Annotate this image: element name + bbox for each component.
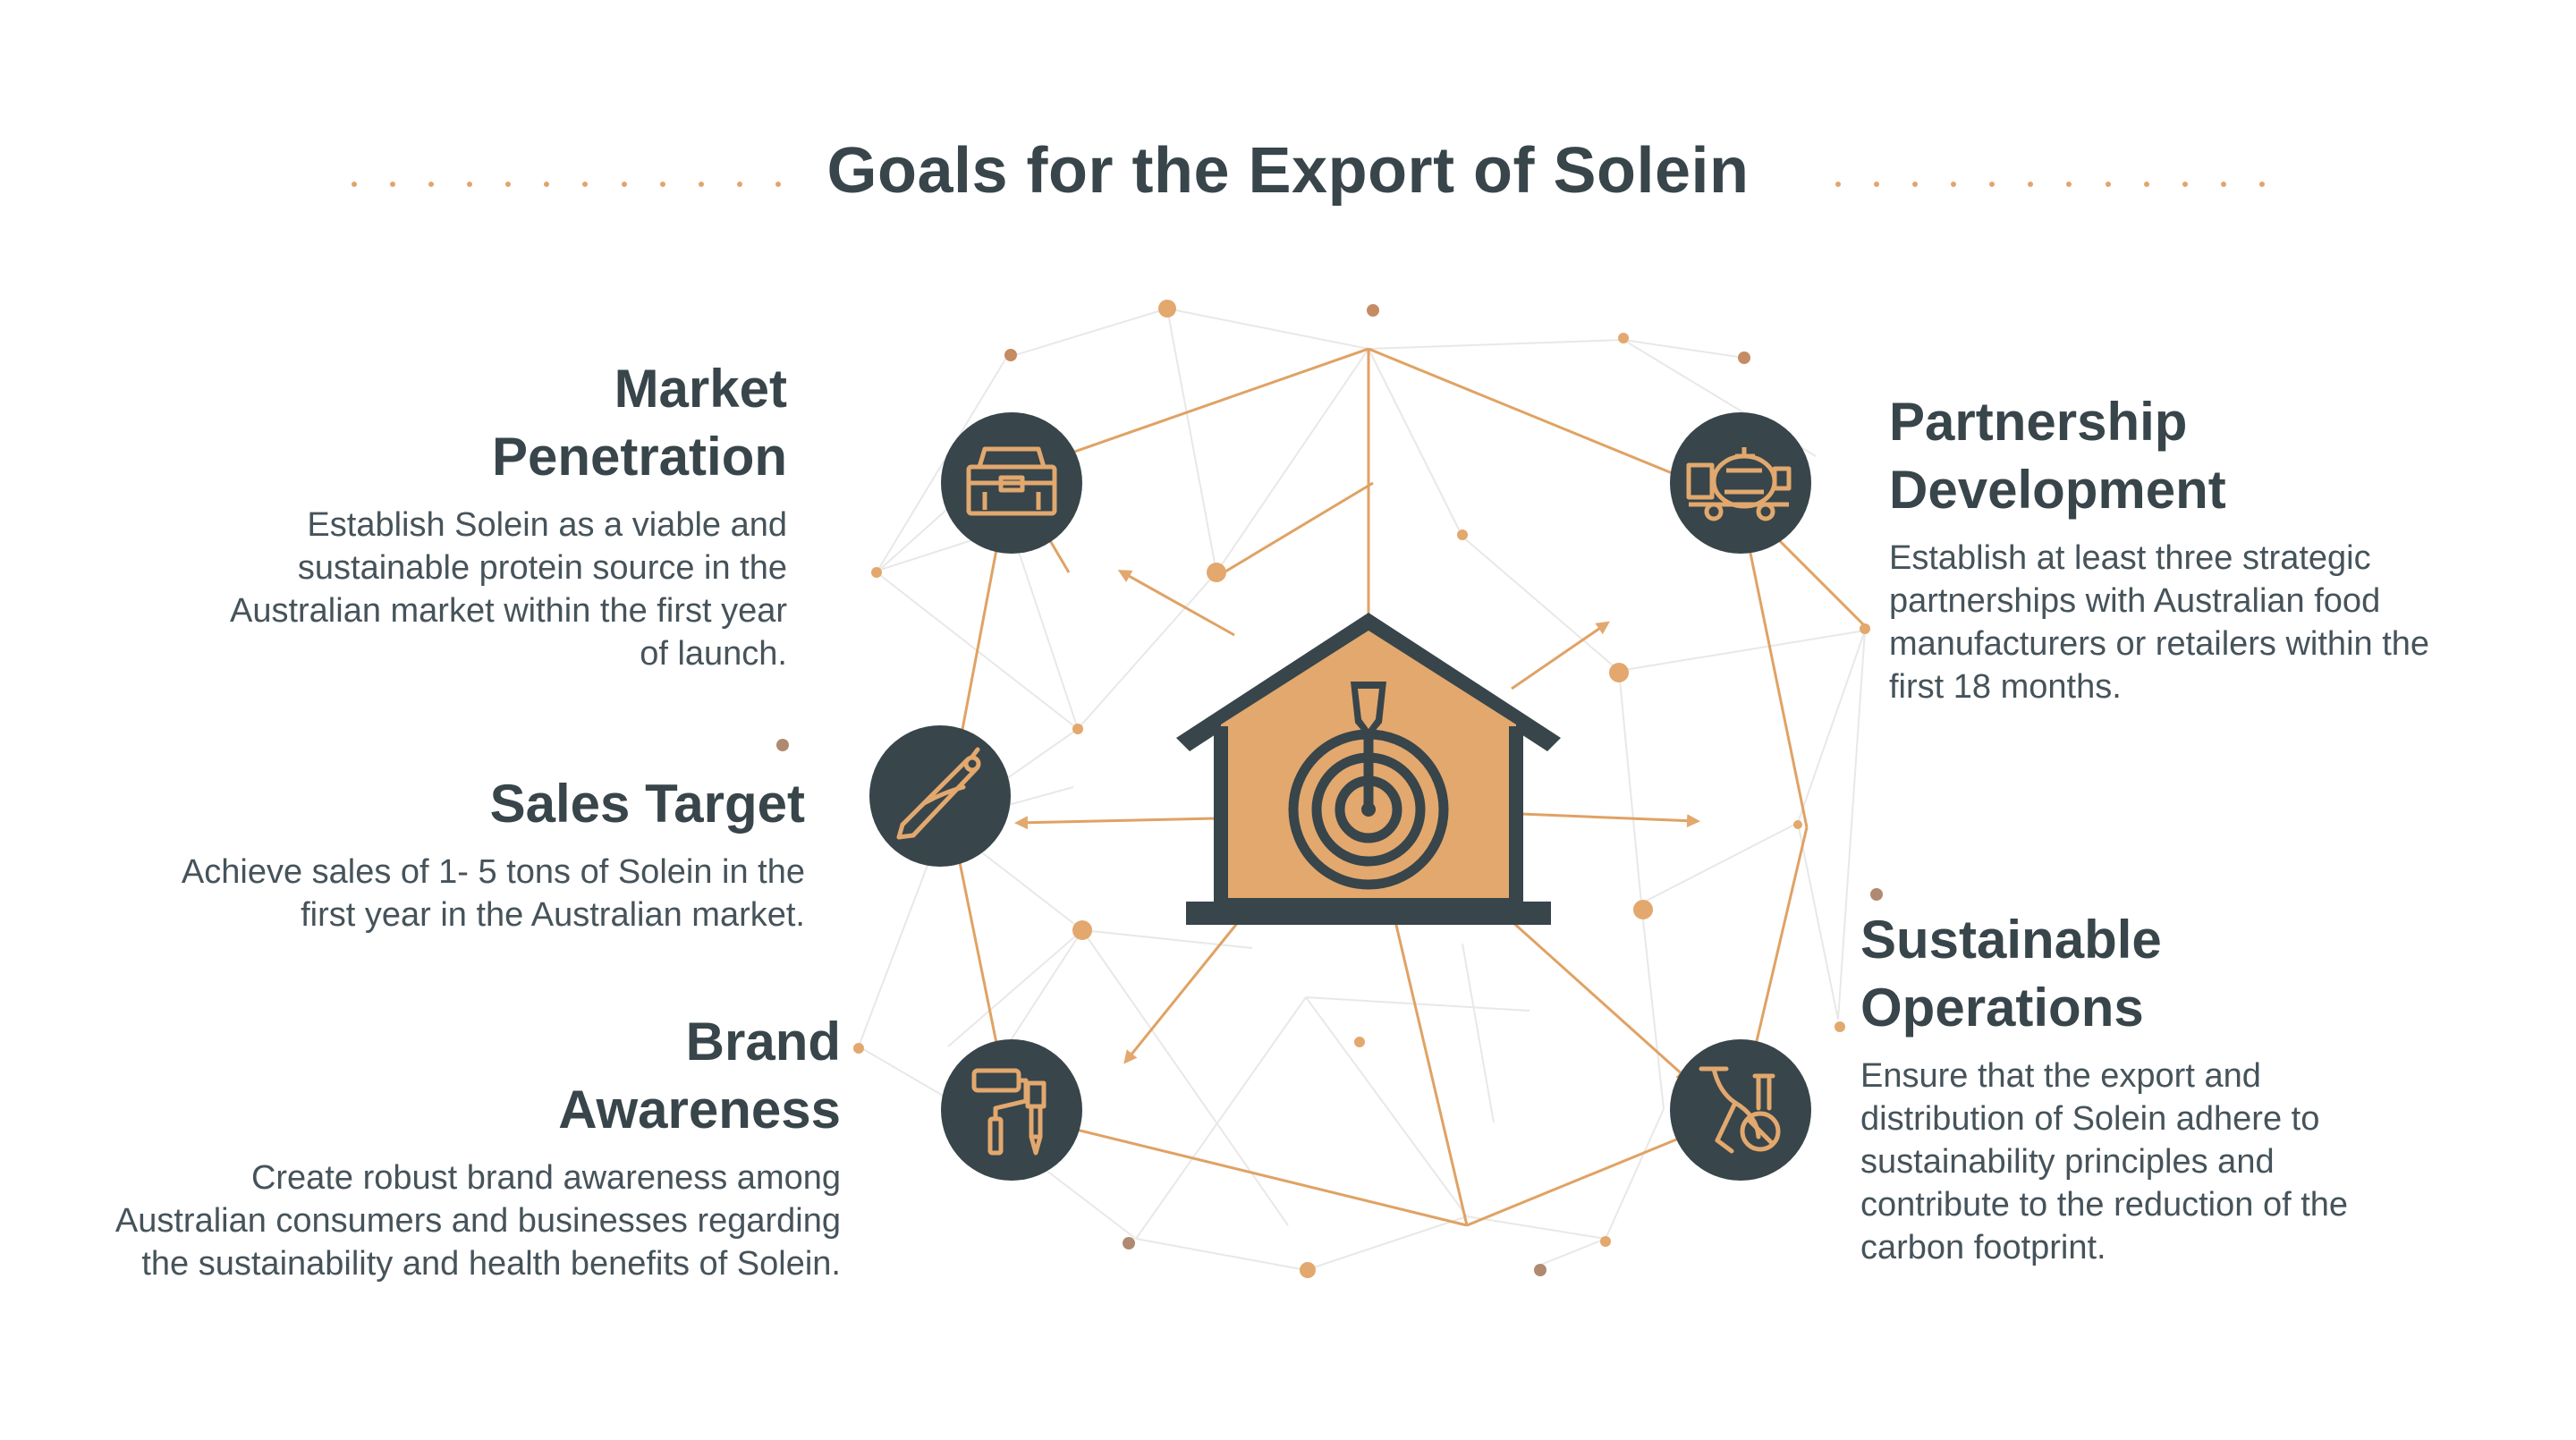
title-rule-right [1835,182,2265,189]
goal-title-line: Penetration [491,427,787,487]
goal-brand-awareness: Brand Awareness Create robust brand awar… [72,1008,841,1285]
goal-title: Market Penetration [107,355,787,491]
goal-partnership-development: Partnership Development Establish at lea… [1889,388,2515,708]
goal-title-line: Operations [1860,978,2144,1038]
goal-title-line: Development [1889,460,2226,520]
goal-title-line: Brand [685,1012,841,1072]
network-nodes [776,300,1883,1278]
goal-title: Sustainable Operations [1860,906,2504,1042]
goal-title-line: Market [614,359,787,419]
house-target-icon [1176,613,1561,925]
goal-description: Achieve sales of 1- 5 tons of Solein in … [181,853,805,934]
goal-title: Brand Awareness [72,1008,841,1144]
page-title: Goals for the Export of Solein [826,135,1750,207]
paint-roller-brush-icon [941,1039,1082,1181]
goal-description: Ensure that the export and distribution … [1860,1057,2349,1266]
cement-mixer-icon [1670,412,1811,554]
goal-sustainable-operations: Sustainable Operations Ensure that the e… [1860,906,2504,1269]
drafting-compass-icon [869,725,1011,867]
goal-title-line: Partnership [1889,392,2188,452]
goal-title-line: Sustainable [1860,910,2162,970]
hub-arrows [1014,570,1700,1082]
goal-description: Create robust brand awareness among Aust… [114,1159,841,1283]
goal-market-penetration: Market Penetration Establish Solein as a… [107,355,787,675]
wheelbarrow-icon [1670,1039,1811,1181]
goal-description: Establish Solein as a viable and sustain… [229,506,787,673]
title-rule-left [352,182,781,189]
toolbox-icon [941,412,1082,554]
goal-title: Sales Target [89,770,805,838]
goal-title: Partnership Development [1889,388,2515,524]
goal-title-line: Awareness [558,1080,841,1139]
goal-title-line: Sales Target [489,774,805,834]
goal-sales-target: Sales Target Achieve sales of 1- 5 tons … [89,770,805,936]
goal-description: Establish at least three strategic partn… [1889,539,2430,706]
